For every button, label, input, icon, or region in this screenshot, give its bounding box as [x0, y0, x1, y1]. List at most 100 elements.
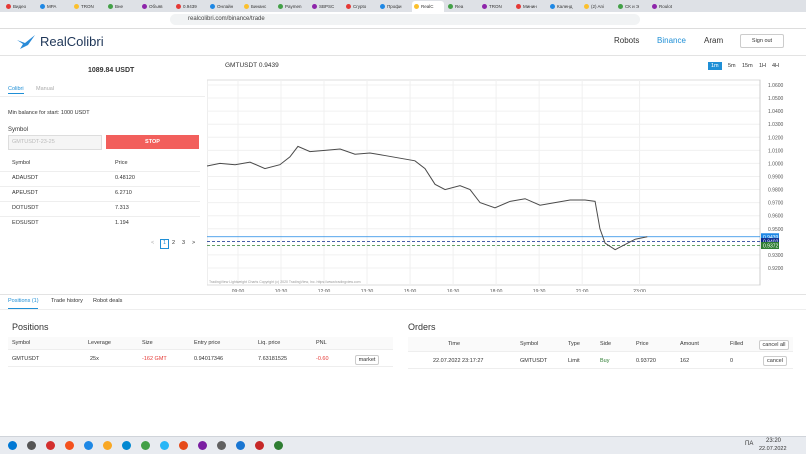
taskbar-icon[interactable]: [103, 441, 112, 450]
taskbar-icon[interactable]: [236, 441, 245, 450]
orders-header: [408, 337, 793, 352]
app-header: RealColibri Robots Binance Aram Sign out: [0, 29, 806, 56]
browser-tab[interactable]: Бинанс: [242, 1, 274, 12]
row-line: [0, 186, 200, 187]
tab-icon: [6, 4, 11, 9]
taskbar-icon[interactable]: [65, 441, 74, 450]
browser-tab[interactable]: Видео: [4, 1, 36, 12]
price-tag: [761, 242, 779, 250]
row-line: [0, 216, 200, 217]
browser-tab[interactable]: (2) Ani: [582, 1, 614, 12]
taskbar-icon[interactable]: [141, 441, 150, 450]
col-header: Price: [115, 160, 128, 166]
x-tick-label: 16:30: [447, 289, 460, 292]
taskbar-icon[interactable]: [84, 441, 93, 450]
browser-tab[interactable]: Онлайн: [208, 1, 240, 12]
url-field[interactable]: [170, 14, 640, 25]
browser-tab[interactable]: TRON: [72, 1, 104, 12]
browser-tab[interactable]: Объяв: [140, 1, 172, 12]
divider: [0, 294, 806, 295]
tab-strip: Видео MPA TRON Вне Объяв 0.9439 Онлайн Бинанс Pa…: [0, 0, 806, 12]
interval-button[interactable]: 5m: [728, 63, 736, 69]
mode-tab[interactable]: Manual: [36, 86, 55, 92]
browser-tab[interactable]: СК и Э: [616, 1, 648, 12]
positions-header: [8, 337, 393, 350]
page-number: 2: [172, 240, 176, 246]
bottom-tab[interactable]: Robot deals: [93, 298, 123, 304]
language[interactable]: ПА: [745, 441, 754, 447]
logo: RealColibri: [40, 34, 104, 49]
browser-tab[interactable]: Календ: [548, 1, 580, 12]
browser-tab[interactable]: Минин: [514, 1, 546, 12]
cell: 0.93720: [636, 358, 656, 364]
taskbar-icon[interactable]: [179, 441, 188, 450]
symbol-value: GMTUSDT-23-25: [12, 139, 55, 145]
stop-button[interactable]: STOP: [106, 135, 199, 149]
taskbar-icon[interactable]: [8, 441, 17, 450]
cell: -0.60: [316, 356, 329, 362]
taskbar-icon[interactable]: [217, 441, 226, 450]
taskbar-icon[interactable]: [255, 441, 264, 450]
tab-icon: [380, 4, 385, 9]
taskbar-icon[interactable]: [160, 441, 169, 450]
nav-link[interactable]: Robots: [614, 36, 640, 45]
tab-icon: [176, 4, 181, 9]
page-number: 3: [182, 240, 186, 246]
y-tick-label: 0.9300: [768, 253, 784, 259]
prev-page[interactable]: <: [151, 240, 155, 246]
cell: 25x: [90, 356, 99, 362]
browser-tab[interactable]: RealC: [412, 1, 444, 12]
y-tick-label: 1.0300: [768, 122, 784, 128]
tab-title: Roulot: [659, 4, 673, 9]
browser-tab[interactable]: Rea: [446, 1, 478, 12]
page-button[interactable]: 2: [172, 240, 175, 246]
browser-tab[interactable]: Профи: [378, 1, 410, 12]
interval-button[interactable]: 4H: [772, 63, 780, 69]
browser-tab[interactable]: Вне: [106, 1, 138, 12]
bottom-tab[interactable]: Positions (1): [8, 298, 39, 304]
col-header: Time: [448, 341, 461, 347]
interval-button[interactable]: 1H: [759, 63, 767, 69]
x-tick-label: 15:00: [404, 289, 417, 292]
tab-title: (2) Ani: [591, 4, 605, 9]
browser-tab[interactable]: Paymen: [276, 1, 308, 12]
col-header: Amount: [680, 341, 699, 347]
y-tick-label: 0.9500: [768, 227, 784, 233]
signout-button[interactable]: Sign out: [740, 34, 784, 48]
mode-tab[interactable]: Colibri: [8, 86, 24, 94]
taskbar-icon[interactable]: [198, 441, 207, 450]
tab-title: Rea: [455, 4, 464, 9]
cancel-button[interactable]: cancel: [763, 356, 787, 366]
next-page[interactable]: >: [192, 240, 196, 246]
y-tick-label: 0.9700: [768, 201, 784, 207]
taskbar-icon[interactable]: [46, 441, 55, 450]
browser-tab[interactable]: Crypto: [344, 1, 376, 12]
y-tick-label: 0.9800: [768, 188, 784, 194]
taskbar-icon[interactable]: [274, 441, 283, 450]
row-line: [8, 366, 393, 367]
browser-tab[interactable]: 0.9439: [174, 1, 206, 12]
nav-link[interactable]: Aram: [704, 36, 724, 45]
tab-icon: [550, 4, 555, 9]
browser-tab[interactable]: MPA: [38, 1, 70, 12]
symbol-select[interactable]: GMTUSDT-23-25: [8, 135, 102, 150]
interval-button[interactable]: 1m: [708, 62, 722, 70]
market-button[interactable]: market: [355, 355, 379, 365]
tab-title: TRON: [81, 4, 94, 9]
stop-label: STOP: [145, 139, 160, 145]
page-button[interactable]: 1: [160, 239, 169, 249]
bottom-tab[interactable]: Trade history: [51, 298, 83, 304]
tab-title: СК и Э: [625, 4, 640, 9]
browser-tab[interactable]: SBPSC: [310, 1, 342, 12]
page-button[interactable]: 3: [182, 240, 185, 246]
browser-tab[interactable]: TRON: [480, 1, 512, 12]
y-tick-label: 0.9900: [768, 174, 784, 180]
cell: 0: [730, 358, 734, 364]
taskbar-icon[interactable]: [122, 441, 131, 450]
interval-button[interactable]: 15m: [742, 63, 753, 69]
tab-title: Вне: [115, 4, 123, 9]
taskbar-icon[interactable]: [27, 441, 36, 450]
nav-link[interactable]: Binance: [657, 36, 686, 45]
cancel-all-button[interactable]: cancel all: [759, 340, 789, 350]
browser-tab[interactable]: Roulot: [650, 1, 682, 12]
